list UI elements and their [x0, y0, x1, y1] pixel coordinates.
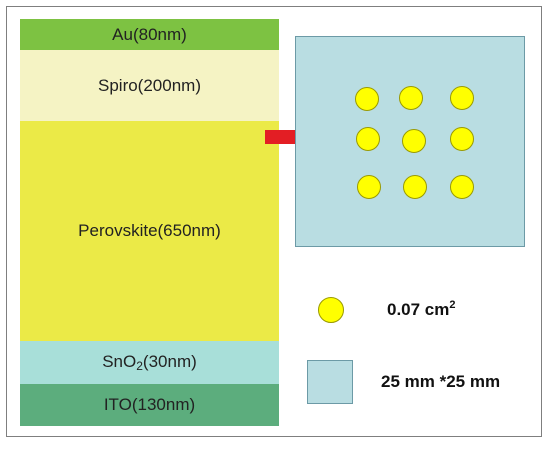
layer-au-label: Au(80nm): [112, 24, 187, 44]
legend-electrode-dot: [318, 297, 344, 323]
electrode-dot: [399, 86, 423, 110]
figure-frame: [6, 6, 542, 437]
electrode-dot: [355, 87, 379, 111]
layer-ito-label: ITO(130nm): [103, 395, 196, 414]
legend-substrate-size: 25 mm *25 mm: [381, 372, 501, 391]
layer-ito: ITO(130nm): [20, 384, 279, 426]
layer-sno2: SnO2(30nm): [20, 341, 279, 384]
layer-perovskite: Perovskite(650nm): [20, 121, 279, 341]
electrode-dot: [450, 86, 474, 110]
layer-sno2-label: SnO2(30nm): [102, 352, 197, 373]
layer-spiro-label: Spiro(200nm): [98, 75, 201, 95]
legend-substrate-square: [307, 360, 353, 404]
electrode-dot: [403, 175, 427, 199]
electrode-dot: [450, 175, 474, 199]
electrode-dot: [357, 175, 381, 199]
device-top-view: [295, 36, 525, 247]
layer-spiro: Spiro(200nm): [20, 50, 279, 121]
electrode-dot: [402, 129, 426, 153]
layer-perovskite-label: Perovskite(650nm): [78, 221, 221, 240]
legend-electrode-area: 0.07 cm2: [387, 299, 456, 319]
layer-au: Au(80nm): [20, 19, 279, 50]
electrode-dot: [356, 127, 380, 151]
electrode-dot: [450, 127, 474, 151]
